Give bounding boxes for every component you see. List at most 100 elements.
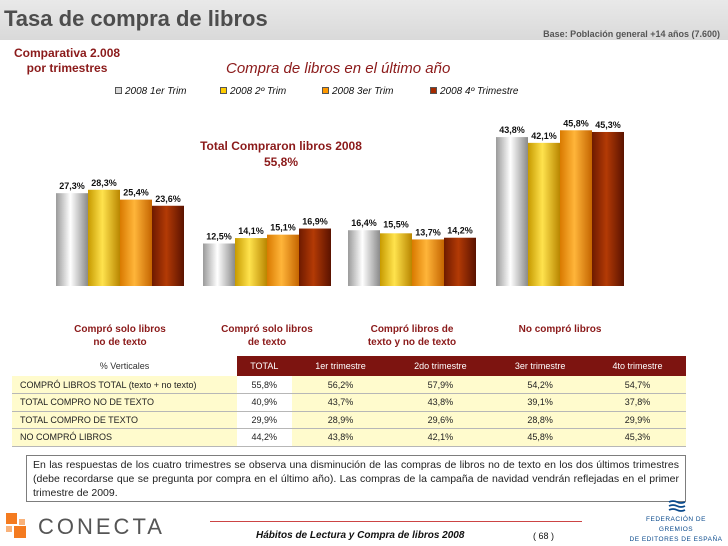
table-header: % Verticales (12, 356, 237, 376)
table-row: NO COMPRÓ LIBROS 44,2% 43,8% 42,1% 45,8%… (12, 428, 686, 447)
data-label-3-2: 15,1% (270, 223, 296, 233)
bar-4-3 (444, 237, 476, 286)
data-label-4-3: 14,2% (447, 226, 473, 236)
comparativa-line2: por trimestres (26, 61, 108, 75)
bar-3-4 (560, 130, 592, 286)
federation-line1: FEDERACIÓN DE GREMIOS (646, 516, 706, 533)
data-label-4-4: 45,3% (595, 120, 621, 130)
table-header: 2do trimestre (389, 356, 492, 376)
bar-4-4 (592, 131, 624, 286)
category-label-3: Compró libros de texto y no de texto (368, 324, 456, 348)
legend-label-4: 2008 4º Trimestre (440, 86, 519, 97)
table-cell: 55,8% (237, 376, 292, 394)
page-title: Tasa de compra de libros (4, 6, 268, 31)
legend-label-2: 2008 2º Trim (230, 86, 287, 97)
data-label-3-4: 45,8% (563, 118, 589, 128)
federation-name: FEDERACIÓN DE GREMIOS DE EDITORES DE ESP… (628, 515, 724, 545)
table-cell: 57,9% (389, 376, 492, 394)
table-cell: 45,3% (589, 428, 686, 447)
table-cell: 43,7% (291, 393, 390, 412)
bar-2-1 (88, 189, 120, 286)
table-cell: 45,8% (491, 428, 590, 447)
data-label-3-3: 13,7% (415, 227, 441, 237)
table-cell: 42,1% (389, 428, 492, 447)
table-cell: NO COMPRÓ LIBROS (12, 428, 237, 447)
comparativa-label: Comparativa 2.008 por trimestres (14, 46, 120, 76)
table-cell: 29,9% (589, 411, 686, 429)
category-label-4: No compró libros (519, 324, 602, 335)
footer-divider (210, 521, 582, 522)
data-label-2-1: 28,3% (91, 178, 117, 188)
bar-2-4 (528, 142, 560, 286)
category-label-1: Compró solo libros no de texto (74, 324, 166, 348)
legend-item-2: 2008 2º Trim (220, 86, 286, 97)
table-row: COMPRÓ LIBROS TOTAL (texto + no texto) 5… (12, 376, 686, 394)
header-bar: Tasa de compra de libros Base: Población… (0, 0, 728, 40)
table-cell: 39,1% (491, 393, 590, 412)
legend-swatch-2 (220, 87, 227, 94)
table-cell: 56,2% (291, 376, 390, 394)
bar-1-2 (203, 243, 235, 286)
chart-title: Compra de libros en el último año (226, 60, 451, 77)
data-label-1-3: 16,4% (351, 218, 377, 228)
data-label-1-4: 43,8% (499, 125, 525, 135)
bar-1-1 (56, 193, 88, 286)
table-cell: 28,8% (491, 411, 590, 429)
conecta-logo-text: CONECTA (38, 514, 165, 539)
bar-1-4 (496, 137, 528, 286)
table-header: 1er trimestre (291, 356, 390, 376)
footer-title: Hábitos de Lectura y Compra de libros 20… (256, 530, 465, 541)
bar-3-2 (267, 234, 299, 286)
table-header: 3er trimestre (491, 356, 590, 376)
data-label-1-2: 12,5% (206, 232, 232, 242)
table-row: TOTAL COMPRO NO DE TEXTO 40,9% 43,7% 43,… (12, 393, 686, 412)
legend-item-4: 2008 4º Trimestre (430, 86, 519, 97)
page-number: ( 68 ) (533, 531, 555, 541)
table-header-row: % Verticales TOTAL 1er trimestre 2do tri… (12, 356, 686, 376)
bar-3-1 (120, 199, 152, 286)
legend-swatch-1 (115, 87, 122, 94)
data-label-1-1: 27,3% (59, 181, 85, 191)
legend-label-1: 2008 1er Trim (125, 86, 187, 97)
table-cell: 54,7% (589, 376, 686, 394)
table-cell: 28,9% (291, 411, 390, 429)
bar-2-2 (235, 238, 267, 286)
data-label-3-1: 25,4% (123, 188, 149, 198)
table-header: TOTAL (237, 356, 292, 376)
data-table: % Verticales TOTAL 1er trimestre 2do tri… (12, 356, 686, 447)
table-cell: 40,9% (237, 393, 292, 412)
bar-4-1 (152, 205, 184, 286)
annotation-line1: Total Compraron libros 2008 (200, 139, 362, 153)
bar-1-3 (348, 230, 380, 286)
table-cell: 37,8% (589, 393, 686, 412)
data-label-4-2: 16,9% (302, 217, 328, 227)
conecta-logo-icon (6, 513, 32, 539)
table-header: 4to trimestre (589, 356, 686, 376)
bar-4-2 (299, 228, 331, 286)
federation-logo-icon (668, 500, 686, 512)
data-label-2-4: 42,1% (531, 131, 557, 141)
data-label-4-1: 23,6% (155, 194, 181, 204)
table-cell: 29,9% (237, 411, 292, 429)
bar-2-3 (380, 233, 412, 286)
table-cell: TOTAL COMPRO NO DE TEXTO (12, 393, 237, 412)
category-label-2: Compró solo libros de texto (221, 324, 313, 348)
table-cell: 43,8% (389, 393, 492, 412)
annotation-line2: 55,8% (264, 155, 298, 169)
federation-line2: DE EDITORES DE ESPAÑA (629, 536, 723, 543)
table-cell: 29,6% (389, 411, 492, 429)
table-cell: TOTAL COMPRO DE TEXTO (12, 411, 237, 429)
legend-item-3: 2008 3er Trim (322, 86, 394, 97)
legend-swatch-3 (322, 87, 329, 94)
comparativa-line1: Comparativa 2.008 (14, 46, 121, 60)
table-cell: 44,2% (237, 428, 292, 447)
legend-swatch-4 (430, 87, 437, 94)
table-cell: COMPRÓ LIBROS TOTAL (texto + no texto) (12, 376, 237, 394)
data-label-2-2: 14,1% (238, 226, 264, 236)
table-row: TOTAL COMPRO DE TEXTO 29,9% 28,9% 29,6% … (12, 411, 686, 429)
bar-3-3 (412, 239, 444, 286)
legend-label-3: 2008 3er Trim (332, 86, 394, 97)
bar-chart: Total Compraron libros 2008 55,8% 27,3% 1… (56, 118, 624, 348)
table-cell: 43,8% (291, 428, 390, 447)
data-label-2-3: 15,5% (383, 219, 409, 229)
